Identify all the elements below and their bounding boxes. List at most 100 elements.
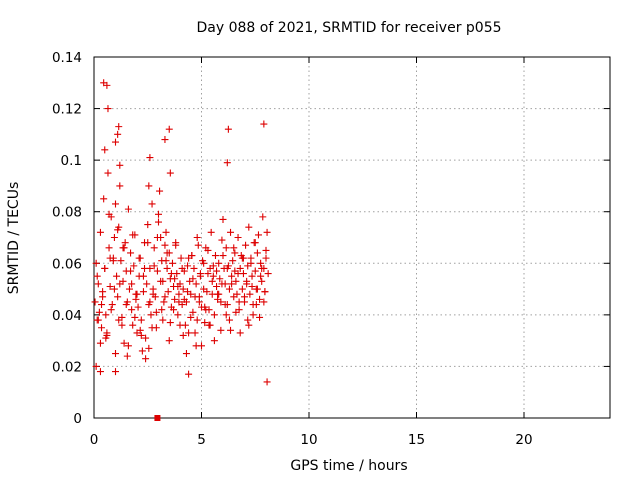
grid-lines [94, 57, 610, 418]
data-point [262, 246, 270, 254]
data-point [205, 321, 213, 329]
data-point [123, 352, 131, 360]
data-point [155, 218, 162, 226]
data-point [118, 321, 126, 329]
data-point [231, 249, 239, 257]
data-point [112, 350, 119, 358]
data-point [249, 311, 257, 319]
data-point [172, 241, 180, 249]
x-axis-title: GPS time / hours [290, 458, 407, 474]
data-point [101, 146, 109, 154]
data-point [112, 138, 119, 146]
data-point [261, 288, 269, 296]
data-point [207, 228, 215, 236]
data-point [225, 285, 233, 293]
data-point [128, 306, 136, 314]
data-point [129, 321, 137, 329]
data-point [110, 285, 118, 293]
data-point [127, 267, 135, 275]
data-point [239, 254, 247, 262]
data-point [148, 200, 156, 208]
data-point [136, 326, 144, 334]
data-point [129, 231, 137, 239]
data-point [222, 244, 230, 252]
data-point [137, 316, 145, 324]
data-point [260, 298, 268, 306]
data-point [223, 159, 231, 167]
data-point [114, 226, 122, 234]
data-point [145, 182, 153, 190]
data-point [91, 298, 99, 306]
data-point [166, 319, 174, 327]
data-point [229, 257, 237, 265]
data-point [258, 264, 266, 272]
data-point [194, 241, 202, 249]
data-point [236, 329, 244, 337]
data-point [130, 262, 138, 270]
data-point [122, 301, 130, 309]
data-point [164, 288, 172, 296]
data-point [188, 252, 196, 260]
data-point [157, 277, 165, 285]
data-point [104, 169, 112, 177]
data-point [162, 228, 170, 236]
data-point [232, 308, 240, 316]
data-point [191, 329, 199, 337]
data-point [128, 280, 136, 288]
data-point [93, 272, 101, 280]
data-point [139, 288, 147, 296]
data-point [139, 272, 147, 280]
data-point [189, 275, 197, 283]
data-point [115, 316, 123, 324]
data-point [241, 293, 248, 301]
data-point [92, 362, 100, 370]
y-tick-label: 0.04 [52, 308, 82, 324]
data-point [152, 308, 160, 316]
data-point [225, 316, 233, 324]
data-point [251, 239, 259, 247]
data-points [91, 79, 272, 421]
data-point [149, 290, 157, 298]
data-point [132, 295, 140, 303]
data-point [124, 205, 132, 213]
axis-ticks [93, 56, 610, 419]
data-point [203, 288, 211, 296]
data-point [96, 368, 104, 376]
data-point [101, 264, 109, 272]
data-point [127, 249, 135, 257]
data-point [209, 262, 217, 270]
data-point [166, 169, 174, 177]
data-point [230, 244, 238, 252]
data-point [147, 311, 155, 319]
data-point [204, 270, 212, 278]
data-point [119, 244, 127, 252]
data-point [232, 277, 240, 285]
data-point [213, 267, 221, 275]
data-point [215, 259, 223, 267]
data-point [105, 244, 113, 252]
data-point [161, 241, 169, 249]
data-point [201, 303, 209, 311]
data-point [218, 280, 226, 288]
data-point [224, 125, 232, 133]
data-point [144, 239, 152, 247]
data-point [251, 267, 259, 275]
data-point [209, 272, 217, 280]
data-point [233, 290, 241, 298]
data-point [257, 259, 265, 267]
y-tick-label: 0.08 [52, 205, 82, 221]
data-point [208, 277, 216, 285]
data-point [94, 316, 102, 324]
data-point-square [154, 415, 161, 421]
data-point [201, 319, 209, 327]
data-point [150, 262, 158, 270]
data-point [113, 272, 121, 280]
data-point [92, 259, 100, 267]
data-point [108, 301, 116, 309]
data-point [95, 308, 103, 316]
data-point [192, 280, 200, 288]
y-tick-label: 0.06 [52, 256, 82, 272]
x-tick-label: 10 [300, 432, 317, 448]
data-point [167, 270, 175, 278]
